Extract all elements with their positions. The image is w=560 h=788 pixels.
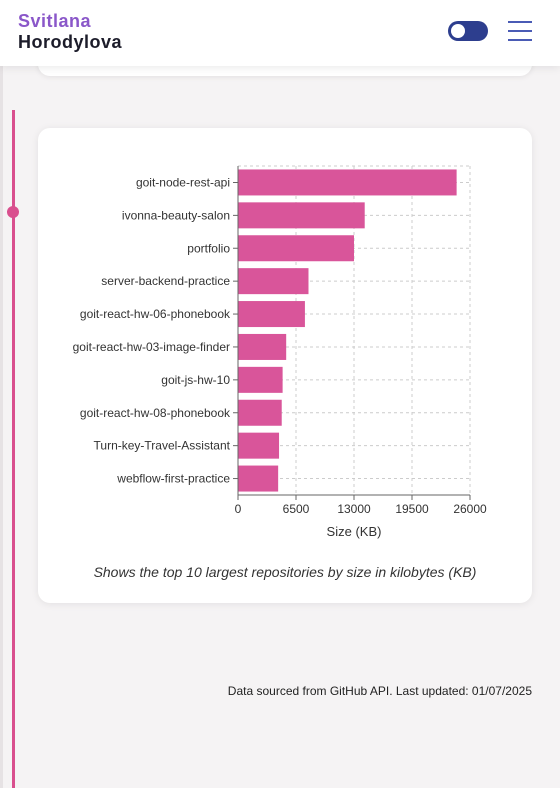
x-tick-label: 26000 — [453, 502, 487, 516]
bar-3 — [238, 235, 354, 262]
bar-5 — [238, 301, 305, 328]
chart-caption: Shows the top 10 largest repositories by… — [93, 564, 477, 580]
bar-8 — [238, 399, 282, 426]
y-tick-label: goit-node-rest-api — [136, 175, 230, 189]
y-tick-label: goit-react-hw-08-phonebook — [80, 406, 231, 420]
bar-2 — [238, 202, 365, 229]
y-tick-label: ivonna-beauty-salon — [122, 208, 230, 222]
timeline-line — [12, 110, 15, 788]
y-tick-label: goit-react-hw-03-image-finder — [73, 340, 230, 354]
repo-size-chart-card: goit-node-rest-api ivonna-beauty-salon por… — [38, 128, 532, 603]
footer-note: Data sourced from GitHub API. Last updat… — [227, 684, 532, 698]
y-tick-label: Turn-key-Travel-Assistant — [94, 439, 231, 453]
x-tick-label: 13000 — [337, 502, 371, 516]
x-tick-label: 6500 — [283, 502, 310, 516]
brand-first-name[interactable]: Svitlana — [18, 11, 92, 31]
y-tick-label: goit-react-hw-06-phonebook — [80, 307, 231, 321]
timeline-dot — [7, 206, 19, 218]
bar-10 — [238, 465, 279, 492]
x-tick-label: 0 — [235, 502, 242, 516]
bar-9 — [238, 432, 280, 459]
x-axis-title: Size (KB) — [327, 524, 382, 539]
x-tick-label: 19500 — [395, 502, 429, 516]
repo-size-chart: goit-node-rest-api ivonna-beauty-salon por… — [73, 165, 487, 539]
y-tick-label: webflow-first-practice — [116, 472, 230, 486]
bar-7 — [238, 366, 283, 393]
page-left-edge — [0, 0, 3, 788]
y-tick-label: server-backend-practice — [101, 274, 230, 288]
y-tick-label: goit-js-hw-10 — [161, 373, 230, 387]
theme-toggle[interactable] — [448, 21, 488, 41]
site-header: Svitlana Horodylova — [0, 0, 560, 66]
toggle-knob — [451, 24, 465, 38]
bar-4 — [238, 268, 309, 295]
y-tick-label: portfolio — [187, 241, 230, 255]
hamburger-menu-icon[interactable] — [508, 20, 532, 42]
bar-1 — [238, 169, 457, 196]
brand-last-name[interactable]: Horodylova — [18, 32, 123, 52]
bar-6 — [238, 333, 287, 360]
